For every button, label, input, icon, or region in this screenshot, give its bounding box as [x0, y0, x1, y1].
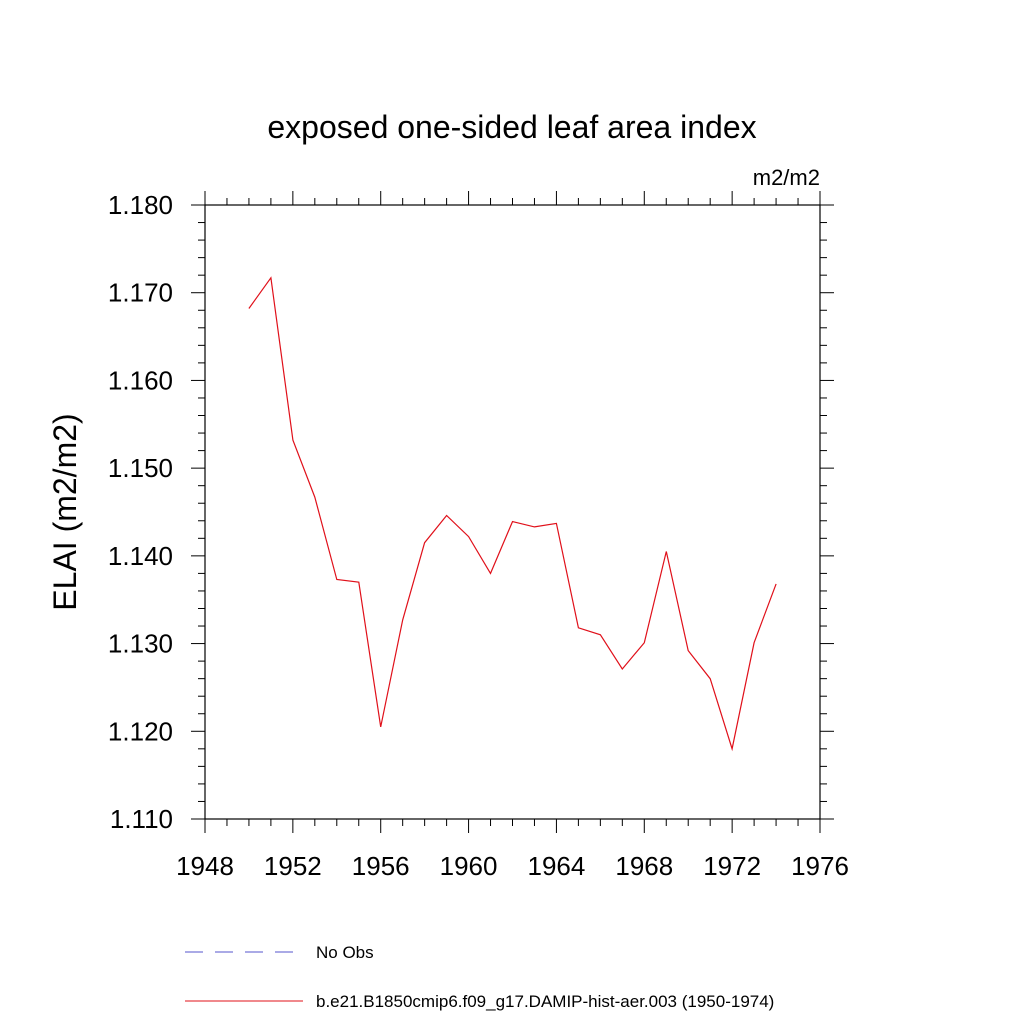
- x-tick-label: 1960: [440, 851, 498, 881]
- y-tick-label: 1.170: [108, 278, 173, 308]
- y-tick-label: 1.130: [108, 629, 173, 659]
- x-tick-label: 1964: [528, 851, 586, 881]
- y-tick-label: 1.110: [110, 804, 173, 834]
- y-tick-label: 1.160: [108, 365, 173, 395]
- x-tick-label: 1956: [352, 851, 410, 881]
- x-tick-label: 1968: [615, 851, 673, 881]
- units-label: m2/m2: [753, 165, 820, 190]
- y-axis-label: ELAI (m2/m2): [47, 413, 83, 610]
- x-tick-label: 1972: [703, 851, 761, 881]
- y-tick-label: 1.140: [108, 541, 173, 571]
- y-tick-label: 1.150: [108, 453, 173, 483]
- axis-ticks: [191, 191, 834, 833]
- series-line-0: [248, 276, 777, 752]
- y-tick-label: 1.180: [108, 190, 173, 220]
- legend: No Obs b.e21.B1850cmip6.f09_g17.DAMIP-his…: [185, 943, 774, 1011]
- plot-frame: [204, 204, 821, 820]
- x-tick-label: 1948: [176, 851, 234, 881]
- axis-tick-labels: 1948 1952 1956 1960 1964 1968 1972 1976 1.110 1.1…: [108, 190, 849, 881]
- legend-label-0: No Obs: [316, 943, 374, 962]
- y-tick-label: 1.120: [108, 716, 173, 746]
- x-tick-label: 1976: [791, 851, 849, 881]
- legend-label-1: b.e21.B1850cmip6.f09_g17.DAMIP-hist-aer.…: [316, 992, 774, 1011]
- series-group: [248, 276, 777, 752]
- x-tick-label: 1952: [264, 851, 322, 881]
- chart-title: exposed one-sided leaf area index: [267, 109, 756, 145]
